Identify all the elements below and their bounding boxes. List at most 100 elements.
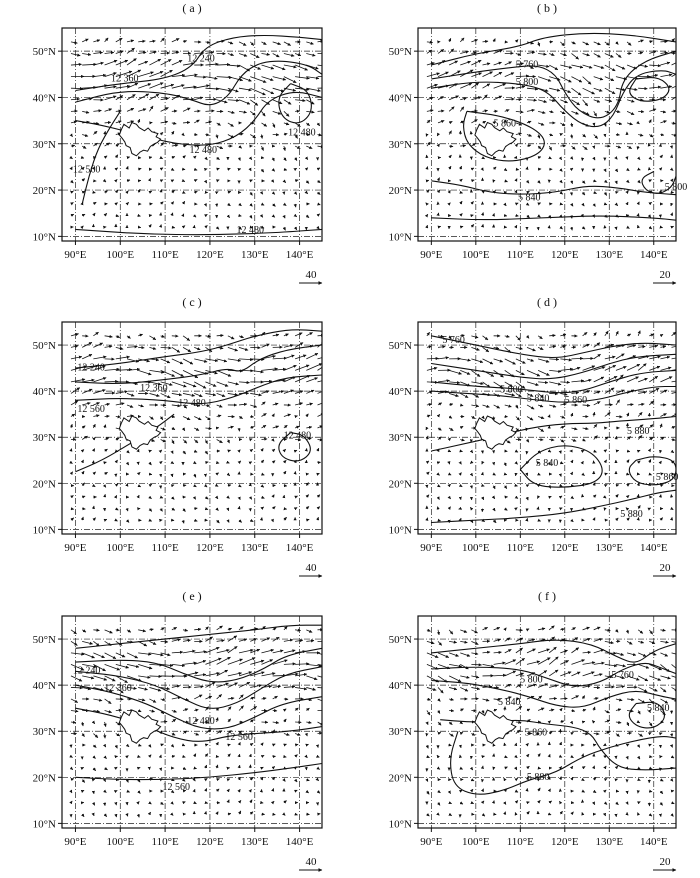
wind-vector: [660, 85, 673, 89]
wind-vector: [638, 402, 645, 406]
wind-vector: [471, 404, 480, 408]
wind-vector: [237, 776, 241, 781]
wind-vector: [459, 106, 465, 112]
wind-vector: [426, 710, 431, 716]
wind-vector: [615, 698, 623, 702]
wind-vector: [115, 120, 122, 124]
wind-vector: [283, 157, 287, 161]
wind-vector: [560, 64, 573, 69]
wind-vector: [459, 449, 463, 453]
wind-vector: [316, 494, 321, 498]
wind-vector: [660, 366, 672, 371]
wind-vector: [449, 393, 459, 397]
wind-vector: [126, 47, 135, 54]
wind-vector: [148, 744, 152, 748]
wind-vector: [604, 663, 618, 668]
wind-vector: [305, 482, 309, 486]
wind-vector: [547, 461, 551, 466]
wind-vector: [160, 652, 171, 657]
wind-vector: [526, 87, 539, 91]
wind-vector: [514, 461, 518, 465]
wind-vector: [582, 332, 588, 337]
contour-label: 5 760: [516, 60, 539, 71]
wind-vector: [636, 720, 641, 724]
wind-vector: [537, 145, 542, 150]
wind-vector: [659, 423, 663, 429]
wind-vector: [636, 224, 640, 229]
wind-vector: [525, 335, 530, 339]
wind-vector: [283, 638, 294, 642]
wind-vector: [160, 640, 169, 644]
wind-vector: [182, 439, 188, 444]
wind-vector: [248, 156, 253, 160]
wind-vector: [493, 49, 503, 54]
contour-label: 5 840: [498, 697, 521, 708]
wind-vector: [182, 144, 187, 148]
wind-vector: [169, 812, 174, 816]
wind-vector: [216, 99, 228, 104]
wind-vector: [626, 721, 630, 727]
wind-vector: [205, 426, 212, 430]
wind-vector: [160, 370, 175, 377]
wind-vector: [93, 687, 104, 691]
wind-vector: [261, 52, 270, 56]
wind-vector: [250, 369, 264, 374]
wind-vector: [282, 202, 287, 206]
wind-vector: [171, 156, 176, 160]
wind-vector: [294, 64, 308, 71]
wind-vector: [515, 62, 524, 66]
wind-vector: [571, 53, 579, 60]
wind-vector: [604, 87, 616, 95]
wind-vector: [481, 813, 486, 817]
wind-vector: [205, 657, 222, 665]
wind-vector: [249, 179, 253, 183]
wind-vector: [447, 483, 451, 488]
wind-vector: [194, 627, 202, 631]
wind-vector: [671, 438, 676, 442]
lat-tick-label: 10°N: [33, 524, 56, 536]
wind-vector: [103, 213, 108, 217]
wind-vector: [514, 495, 519, 499]
wind-vector: [250, 87, 266, 96]
wind-vector: [215, 226, 220, 230]
wind-vector: [317, 39, 322, 43]
wind-vector: [227, 346, 238, 352]
wind-vector: [660, 133, 665, 137]
wind-vector: [102, 178, 107, 183]
wind-vector: [426, 366, 438, 371]
wind-vector: [250, 696, 255, 700]
wind-vector: [504, 683, 512, 688]
wind-vector: [93, 377, 107, 383]
wind-vector: [70, 641, 78, 646]
wind-vector: [449, 663, 462, 668]
wind-vector: [637, 363, 647, 371]
wind-vector: [604, 330, 609, 337]
contour-line: [278, 83, 312, 124]
wind-vector: [294, 425, 300, 429]
lat-tick-label: 50°N: [33, 46, 56, 58]
wind-vector: [482, 39, 489, 44]
wind-vector: [70, 387, 81, 394]
wind-vector: [593, 697, 599, 701]
wind-vector: [515, 381, 526, 389]
wind-vector: [182, 766, 187, 770]
wind-vector: [448, 721, 453, 725]
lat-tick-label: 30°N: [389, 726, 412, 738]
wind-vector: [515, 720, 522, 724]
wind-vector: [159, 132, 164, 136]
wind-vector: [593, 661, 605, 665]
wind-vector: [316, 167, 321, 171]
wind-vector: [549, 98, 556, 103]
lat-tick-label: 30°N: [33, 139, 56, 151]
wind-vector: [615, 53, 622, 58]
wind-vector: [149, 105, 154, 112]
wind-vector: [194, 732, 200, 736]
contour-label: 12 360: [140, 383, 168, 394]
wind-vector: [93, 39, 101, 43]
wind-vector: [294, 812, 298, 816]
wind-vector: [614, 226, 618, 230]
wind-vector: [194, 518, 198, 522]
wind-vector: [559, 810, 563, 815]
wind-vector: [637, 777, 641, 781]
lon-tick-label: 90°E: [64, 542, 86, 554]
